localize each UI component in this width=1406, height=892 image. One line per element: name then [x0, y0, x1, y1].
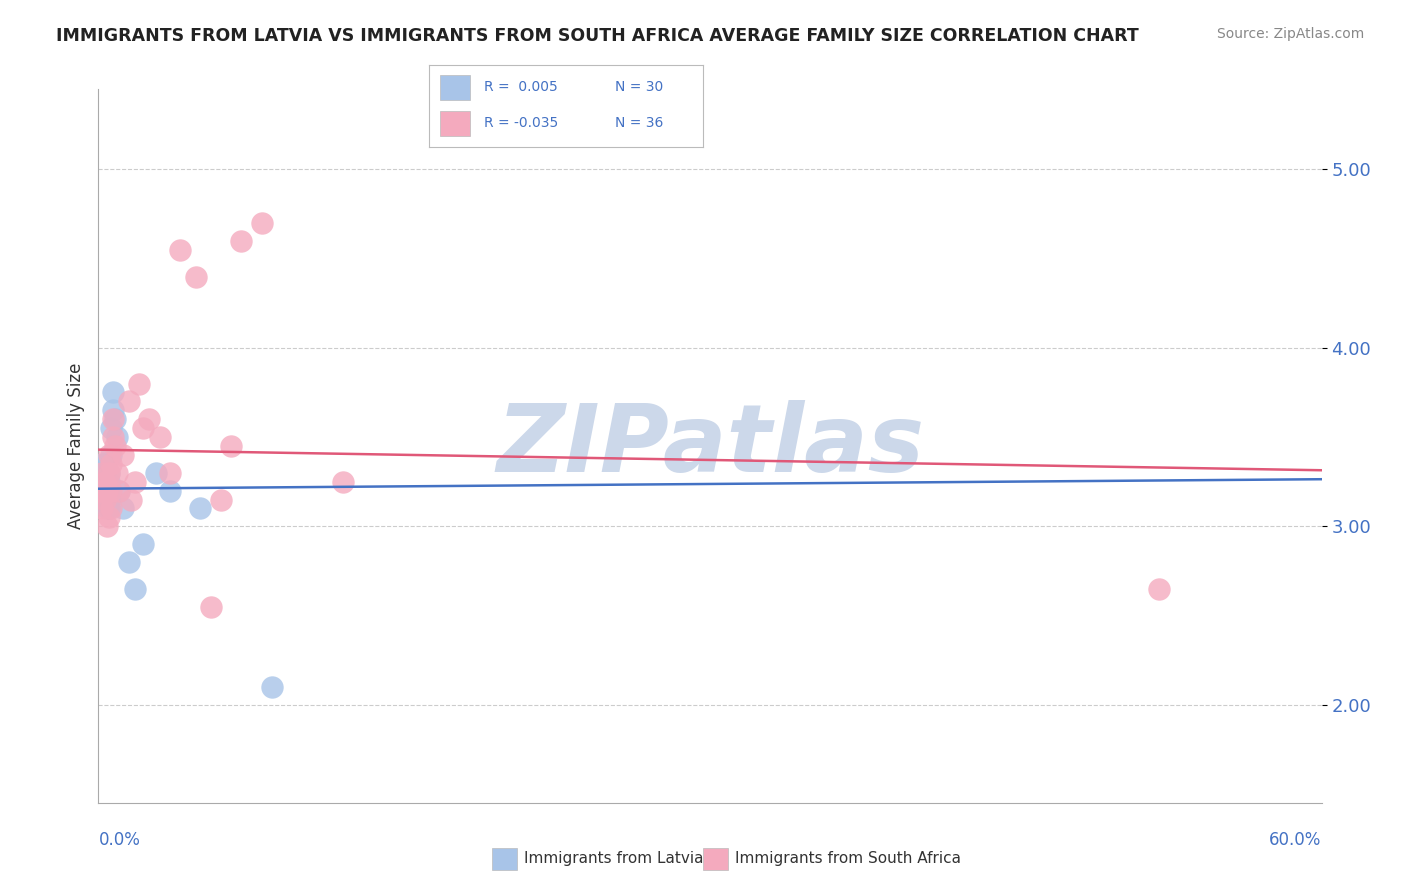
Point	[124, 475, 146, 489]
Point	[138, 412, 160, 426]
Point	[169, 243, 191, 257]
Point	[96, 519, 118, 533]
Point	[97, 448, 120, 462]
Point	[111, 501, 134, 516]
Point	[93, 492, 115, 507]
Point	[250, 216, 273, 230]
Text: Immigrants from Latvia: Immigrants from Latvia	[524, 852, 704, 866]
Point	[209, 492, 232, 507]
Text: N = 30: N = 30	[616, 80, 664, 95]
Point	[105, 430, 128, 444]
Point	[91, 501, 114, 516]
Point	[149, 430, 172, 444]
Text: R =  0.005: R = 0.005	[484, 80, 557, 95]
Point	[200, 599, 222, 614]
Point	[159, 466, 181, 480]
Point	[118, 555, 141, 569]
Point	[97, 466, 120, 480]
Point	[159, 483, 181, 498]
Point	[118, 394, 141, 409]
Y-axis label: Average Family Size: Average Family Size	[66, 363, 84, 529]
Point	[93, 475, 115, 489]
Point	[128, 376, 150, 391]
Point	[89, 483, 111, 498]
Point	[188, 501, 212, 516]
Text: ZIPatlas: ZIPatlas	[496, 400, 924, 492]
Point	[100, 457, 122, 471]
Point	[91, 466, 114, 480]
Point	[97, 466, 120, 480]
Point	[96, 483, 118, 498]
Point	[96, 483, 118, 498]
Point	[93, 466, 115, 480]
Point	[1147, 582, 1170, 596]
Point	[96, 475, 118, 489]
Point	[101, 412, 124, 426]
Point	[100, 501, 122, 516]
Point	[111, 448, 134, 462]
Point	[186, 269, 208, 284]
Point	[332, 475, 354, 489]
Point	[260, 680, 283, 694]
Point	[91, 457, 114, 471]
Point	[231, 234, 253, 248]
Point	[132, 421, 155, 435]
Point	[108, 483, 131, 498]
Point	[100, 421, 122, 435]
Point	[101, 385, 124, 400]
Text: 0.0%: 0.0%	[98, 831, 141, 849]
Text: R = -0.035: R = -0.035	[484, 116, 558, 130]
Point	[93, 483, 115, 498]
Text: Immigrants from South Africa: Immigrants from South Africa	[735, 852, 962, 866]
Point	[96, 501, 118, 516]
Point	[108, 483, 131, 498]
Point	[97, 475, 120, 489]
Point	[97, 510, 120, 524]
Point	[89, 475, 111, 489]
Point	[91, 466, 114, 480]
Point	[93, 475, 115, 489]
Point	[132, 537, 155, 551]
Point	[93, 457, 115, 471]
Point	[97, 492, 120, 507]
Point	[104, 439, 127, 453]
Point	[101, 430, 124, 444]
Point	[219, 439, 242, 453]
Point	[104, 412, 127, 426]
Text: 60.0%: 60.0%	[1270, 831, 1322, 849]
Bar	[440, 75, 470, 100]
Point	[97, 501, 120, 516]
Point	[100, 448, 122, 462]
Point	[97, 483, 120, 498]
Text: N = 36: N = 36	[616, 116, 664, 130]
Point	[100, 483, 122, 498]
Point	[124, 582, 146, 596]
Point	[120, 492, 142, 507]
Point	[145, 466, 167, 480]
Text: Source: ZipAtlas.com: Source: ZipAtlas.com	[1216, 27, 1364, 41]
Text: IMMIGRANTS FROM LATVIA VS IMMIGRANTS FROM SOUTH AFRICA AVERAGE FAMILY SIZE CORRE: IMMIGRANTS FROM LATVIA VS IMMIGRANTS FRO…	[56, 27, 1139, 45]
Point	[101, 403, 124, 417]
Bar	[440, 112, 470, 136]
Point	[105, 466, 128, 480]
